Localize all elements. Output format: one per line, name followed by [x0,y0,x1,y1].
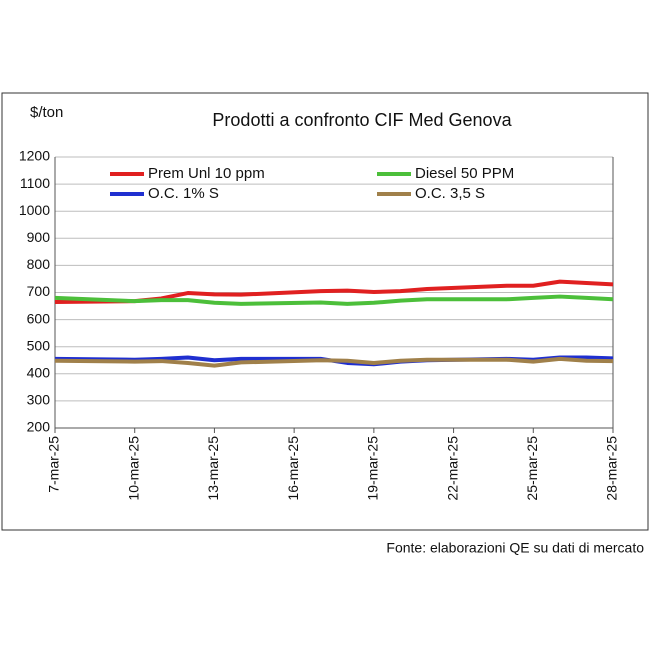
x-tick-label: 13-mar-25 [205,436,221,501]
legend-label: O.C. 3,5 S [415,185,485,202]
chart-frame [1,92,649,531]
y-tick-label: 700 [27,283,51,299]
legend-label: Diesel 50 PPM [415,165,514,182]
y-tick-label: 300 [27,392,51,408]
source-note: Fonte: elaborazioni QE su dati di mercat… [386,540,644,556]
chart-title: Prodotti a confronto CIF Med Genova [212,110,512,130]
y-tick-label: 1000 [19,202,50,218]
y-tick-label: 600 [27,310,51,326]
y-tick-label: 200 [27,419,51,435]
y-tick-label: 400 [27,365,51,381]
x-tick-label: 25-mar-25 [524,436,540,501]
legend-label: Prem Unl 10 ppm [148,165,265,182]
x-tick-label: 28-mar-25 [604,436,620,501]
x-tick-label: 16-mar-25 [285,436,301,501]
y-tick-label: 1200 [19,148,50,164]
y-tick-label: 1100 [20,175,50,191]
x-tick-label: 19-mar-25 [365,436,381,501]
series-line [54,294,614,306]
x-tick-label: 10-mar-25 [125,436,141,501]
legend-label: O.C. 1% S [148,185,219,202]
series-line [54,356,614,368]
y-tick-label: 800 [27,256,51,272]
y-tick-label: 500 [27,337,51,353]
series-line [54,279,614,304]
y-axis-label: $/ton [30,104,63,121]
x-tick-label: 22-mar-25 [444,436,460,501]
y-tick-label: 900 [27,229,51,245]
x-tick-label: 7-mar-25 [46,436,62,493]
